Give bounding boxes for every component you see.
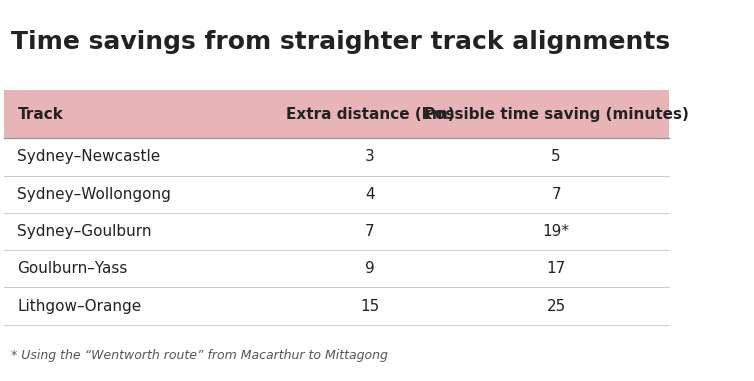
Text: 7: 7 xyxy=(551,187,561,202)
Text: 15: 15 xyxy=(360,299,379,314)
Text: Extra distance (km): Extra distance (km) xyxy=(286,107,454,122)
Bar xyxy=(5,176,670,213)
Text: Sydney–Newcastle: Sydney–Newcastle xyxy=(17,149,161,165)
Text: 7: 7 xyxy=(365,224,375,239)
Text: 17: 17 xyxy=(547,261,566,276)
Text: Possible time saving (minutes): Possible time saving (minutes) xyxy=(424,107,688,122)
Bar xyxy=(5,138,670,176)
Text: * Using the “Wentworth route” from Macarthur to Mittagong: * Using the “Wentworth route” from Macar… xyxy=(11,349,388,362)
Text: Sydney–Goulburn: Sydney–Goulburn xyxy=(17,224,152,239)
Text: 25: 25 xyxy=(547,299,566,314)
Text: 5: 5 xyxy=(551,149,561,165)
Bar xyxy=(5,250,670,287)
Bar xyxy=(5,287,670,325)
Text: Goulburn–Yass: Goulburn–Yass xyxy=(17,261,128,276)
Text: Sydney–Wollongong: Sydney–Wollongong xyxy=(17,187,171,202)
Text: 9: 9 xyxy=(365,261,375,276)
Text: Time savings from straighter track alignments: Time savings from straighter track align… xyxy=(11,30,670,54)
Text: Track: Track xyxy=(17,107,63,122)
Text: 4: 4 xyxy=(365,187,375,202)
Text: 19*: 19* xyxy=(543,224,570,239)
Bar xyxy=(5,90,670,138)
Bar xyxy=(5,213,670,250)
Text: 3: 3 xyxy=(365,149,375,165)
Text: Lithgow–Orange: Lithgow–Orange xyxy=(17,299,142,314)
